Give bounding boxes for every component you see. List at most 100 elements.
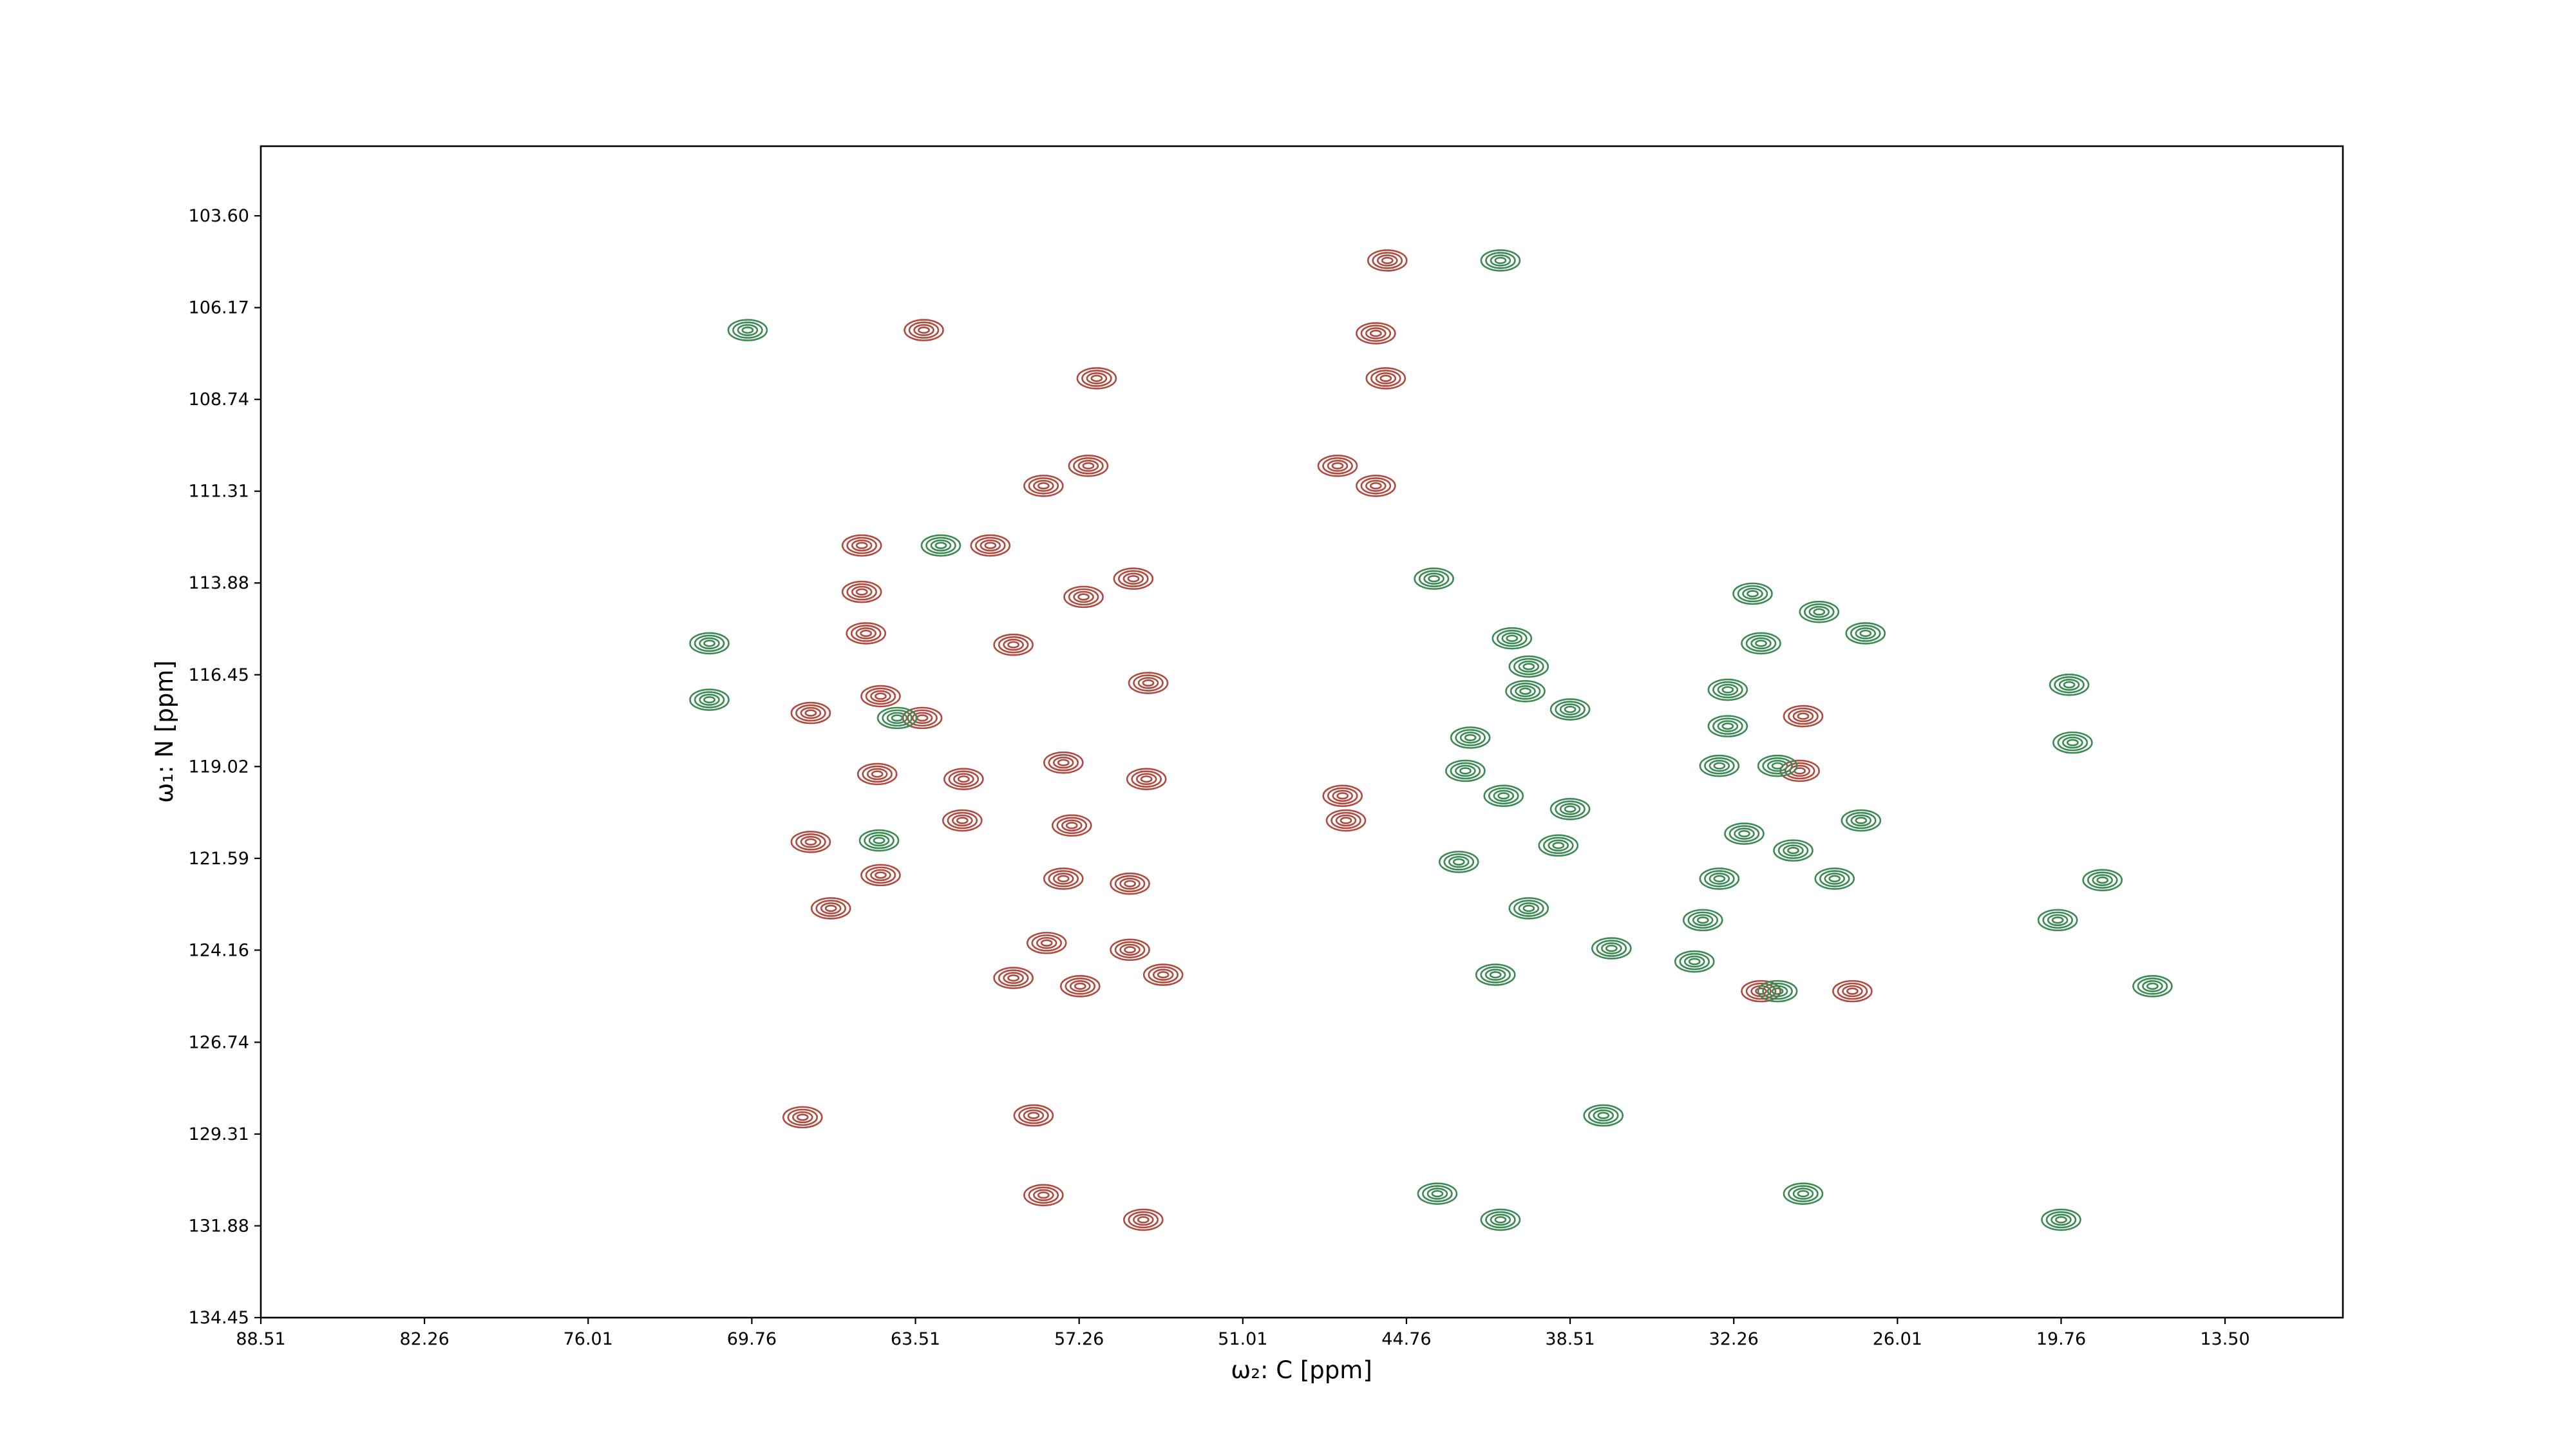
contour-ring xyxy=(1417,1182,1458,1205)
peak xyxy=(1043,867,1084,890)
contour-ring xyxy=(2062,736,2083,749)
contour-ring xyxy=(1480,1208,1521,1231)
contour-ring xyxy=(1841,809,1882,832)
peak xyxy=(1480,249,1521,272)
contour-ring xyxy=(1114,875,1146,893)
contour-ring xyxy=(1459,767,1472,775)
contour-ring xyxy=(865,866,896,884)
contour-ring xyxy=(942,809,983,832)
contour-ring xyxy=(1372,252,1403,269)
contour-ring xyxy=(953,773,974,786)
contour-ring xyxy=(1086,372,1108,384)
contour-ring xyxy=(1464,734,1477,741)
contour-ring xyxy=(1126,768,1167,791)
contour-ring xyxy=(1709,873,1730,885)
contour-ring xyxy=(1365,327,1387,339)
contour-ring xyxy=(699,694,720,706)
contour-ring xyxy=(1559,802,1581,815)
contour-ring xyxy=(993,967,1034,989)
contour-ring xyxy=(1118,570,1149,587)
peak xyxy=(2082,869,2123,891)
contour-ring xyxy=(873,837,886,844)
peak xyxy=(1325,809,1367,832)
contour-ring xyxy=(1707,678,1748,701)
contour-ring xyxy=(1699,754,1740,777)
contour-ring xyxy=(1559,703,1581,715)
contour-ring xyxy=(1356,475,1396,497)
contour-ring xyxy=(1721,686,1734,694)
plot-area xyxy=(689,249,2173,1231)
contour-ring xyxy=(1738,829,1750,838)
contour-ring xyxy=(1127,574,1140,583)
peak xyxy=(970,534,1011,557)
contour-ring xyxy=(1490,254,1511,267)
peak xyxy=(1583,1104,1624,1127)
contour-ring xyxy=(1381,256,1394,265)
contour-ring xyxy=(1455,764,1476,777)
contour-ring xyxy=(911,712,933,724)
contour-ring xyxy=(1555,800,1586,818)
contour-ring xyxy=(1788,1185,1819,1202)
peak xyxy=(1051,814,1092,837)
contour-ring xyxy=(1734,828,1755,840)
contour-ring xyxy=(851,539,873,552)
contour-ring xyxy=(1704,870,1735,887)
contour-ring xyxy=(2049,673,2090,696)
contour-ring xyxy=(2047,914,2069,927)
contour-ring xyxy=(1518,660,1540,673)
peak xyxy=(1538,834,1579,857)
contour-ring xyxy=(1137,1216,1150,1224)
contour-ring xyxy=(804,838,817,846)
contour-ring xyxy=(1142,679,1155,687)
contour-ring xyxy=(1322,457,1353,475)
peak xyxy=(1757,980,1798,1003)
contour-ring xyxy=(1128,1211,1159,1229)
contour-ring xyxy=(913,324,934,336)
contour-ring xyxy=(1040,939,1053,947)
peak xyxy=(1417,1182,1458,1205)
contour-ring xyxy=(855,627,876,639)
contour-ring xyxy=(860,685,901,708)
contour-ring xyxy=(1077,460,1099,472)
contour-ring xyxy=(1724,822,1765,845)
contour-ring xyxy=(1542,837,1574,855)
peak xyxy=(1724,822,1765,845)
contour-ring xyxy=(703,696,715,704)
contour-ring xyxy=(1414,567,1454,590)
contour-ring xyxy=(1057,875,1070,883)
contour-ring xyxy=(2051,916,2064,924)
contour-ring xyxy=(1679,952,1710,971)
contour-ring xyxy=(1797,1189,1810,1198)
peak xyxy=(1113,567,1154,590)
contour-ring xyxy=(1327,787,1358,805)
contour-ring xyxy=(1741,632,1781,655)
contour-ring xyxy=(1122,573,1144,585)
contour-ring xyxy=(1712,717,1743,735)
contour-ring xyxy=(875,871,887,879)
contour-ring xyxy=(868,834,890,847)
contour-ring xyxy=(846,622,886,645)
y-tick-label: 119.02 xyxy=(189,757,249,777)
contour-ring xyxy=(1732,582,1773,605)
contour-ring xyxy=(1061,819,1083,832)
contour-ring xyxy=(1452,858,1465,866)
contour-ring xyxy=(1814,867,1855,890)
peak xyxy=(1317,455,1358,477)
contour-ring xyxy=(948,770,980,788)
contour-ring xyxy=(1688,958,1701,965)
contour-ring xyxy=(1317,455,1358,477)
contour-ring xyxy=(1043,867,1084,890)
contour-ring xyxy=(907,709,938,727)
contour-ring xyxy=(1027,1112,1040,1119)
peak xyxy=(1845,622,1886,645)
contour-ring xyxy=(1597,1112,1610,1119)
contour-ring xyxy=(855,542,868,549)
contour-ring xyxy=(1755,639,1767,647)
contour-ring xyxy=(882,709,913,727)
contour-ring xyxy=(1515,685,1536,697)
peak xyxy=(1480,1208,1521,1231)
contour-ring xyxy=(1480,249,1521,272)
contour-ring xyxy=(1327,460,1349,472)
contour-ring xyxy=(2052,731,2093,754)
